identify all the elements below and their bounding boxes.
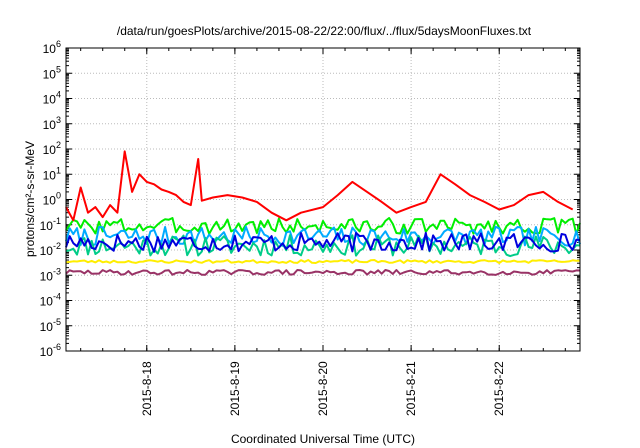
y-axis-label-group: protons/cm²-s-sr-MeV <box>23 141 37 257</box>
y-tick-label: 10-2 <box>40 241 61 258</box>
y-tick-label: 10-5 <box>40 317 61 334</box>
y-tick-label: 10-1 <box>40 216 61 233</box>
series-line <box>65 231 581 253</box>
x-tick-label: 2015-8-20 <box>316 361 330 416</box>
x-tick-label: 2015-8-19 <box>228 361 242 416</box>
x-tick-label: 2015-8-21 <box>404 361 418 416</box>
x-axis-label: Coordinated Universal Time (UTC) <box>231 432 415 446</box>
x-tick-label: 2015-8-18 <box>140 361 154 416</box>
y-tick-label: 10-3 <box>40 266 61 283</box>
y-tick-label: 101 <box>43 165 61 182</box>
y-tick-label: 103 <box>43 115 61 132</box>
y-tick-label: 104 <box>43 90 61 107</box>
y-tick-label: 10-4 <box>40 292 61 309</box>
series-line <box>65 150 574 222</box>
y-tick-label: 10-6 <box>40 342 61 359</box>
chart-title: /data/run/goesPlots/archive/2015-08-22/2… <box>117 24 532 38</box>
series-lines <box>65 150 581 276</box>
series-line <box>65 225 581 247</box>
plot-frame <box>65 47 581 352</box>
y-tick-label: 102 <box>43 140 61 157</box>
y-tick-label: 100 <box>43 191 61 208</box>
series-line <box>65 217 581 235</box>
series-line <box>65 259 581 264</box>
x-ticks: 2015-8-18 2015-8-19 2015-8-20 2015-8-21 2015… <box>80 48 566 416</box>
series-line <box>65 269 581 276</box>
y-axis-label: protons/cm²-s-sr-MeV <box>23 141 37 257</box>
y-tick-label: 106 <box>43 39 61 56</box>
y-tick-label: 105 <box>43 64 61 81</box>
grid-lines <box>66 47 580 352</box>
x-tick-label: 2015-8-22 <box>492 361 506 416</box>
series-line <box>65 234 581 258</box>
